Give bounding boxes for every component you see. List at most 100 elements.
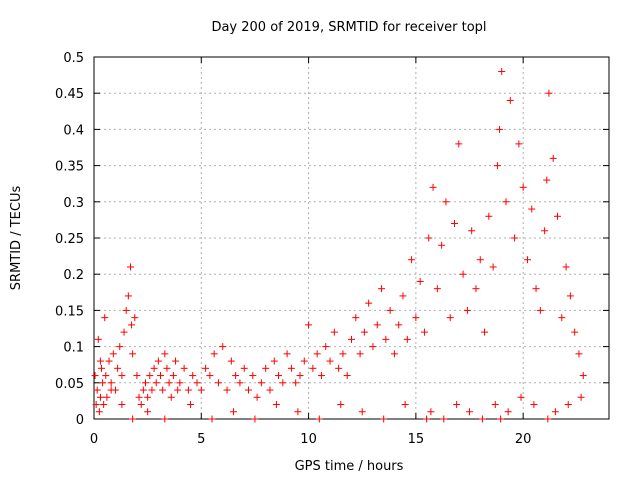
- data-point: [360, 328, 368, 336]
- data-point: [103, 393, 111, 401]
- data-point: [161, 415, 169, 423]
- data-point: [339, 350, 347, 358]
- data-point: [133, 372, 141, 380]
- chart-title: Day 200 of 2019, SRMTID for receiver top…: [211, 20, 486, 35]
- data-point: [129, 415, 137, 423]
- data-point: [309, 364, 317, 372]
- data-point: [240, 364, 248, 372]
- y-tick-label: 0.35: [55, 160, 84, 175]
- data-point: [433, 285, 441, 293]
- data-point: [506, 96, 514, 104]
- data-point: [159, 386, 167, 394]
- data-point: [545, 89, 553, 97]
- data-point: [266, 386, 274, 394]
- data-point: [102, 372, 110, 380]
- data-point: [356, 350, 364, 358]
- data-point: [135, 393, 143, 401]
- data-point: [489, 263, 497, 271]
- y-tick-label: 0.4: [63, 123, 84, 138]
- data-point: [180, 364, 188, 372]
- y-tick-label: 0.2: [63, 268, 84, 283]
- data-point: [530, 401, 538, 409]
- data-point: [245, 386, 252, 394]
- data-point: [317, 372, 325, 380]
- data-point: [369, 343, 377, 351]
- x-tick-label: 0: [90, 432, 98, 447]
- y-tick-label: 0.25: [55, 232, 84, 247]
- data-point: [91, 372, 99, 380]
- data-point: [408, 256, 416, 264]
- data-point: [511, 234, 519, 242]
- x-tick-label: 10: [300, 432, 317, 447]
- data-point: [279, 379, 287, 387]
- data-point: [485, 212, 493, 220]
- data-point: [463, 306, 471, 314]
- data-point: [146, 372, 154, 380]
- data-point: [107, 379, 115, 387]
- data-point: [105, 357, 113, 365]
- data-point: [466, 408, 474, 416]
- data-point: [157, 372, 165, 380]
- data-point: [300, 357, 308, 365]
- data-point: [438, 241, 446, 249]
- data-point: [423, 415, 431, 423]
- data-point: [453, 401, 461, 409]
- x-tick-label: 20: [515, 432, 532, 447]
- data-point: [348, 335, 355, 343]
- data-point: [343, 372, 351, 380]
- data-point: [382, 335, 390, 343]
- data-point: [386, 306, 394, 314]
- data-point: [493, 162, 501, 170]
- data-point: [481, 328, 489, 336]
- y-tick-label: 0.1: [63, 341, 84, 356]
- data-point: [193, 379, 201, 387]
- data-point: [272, 401, 280, 409]
- data-point: [148, 386, 156, 394]
- data-point: [403, 335, 411, 343]
- data-point: [365, 299, 373, 307]
- data-point: [577, 393, 585, 401]
- data-point: [154, 357, 162, 365]
- data-point: [322, 343, 330, 351]
- data-point: [275, 372, 283, 380]
- data-point: [554, 212, 561, 220]
- data-point: [187, 401, 195, 409]
- axis-ticks: 0 5 10 15 20 0 0.05 0.1 0.15 0.2 0.25 0.3 0.35 0.4 0.4…: [55, 51, 609, 447]
- data-point: [93, 386, 101, 394]
- data-point: [515, 140, 523, 148]
- data-point: [459, 270, 467, 278]
- data-point: [425, 234, 433, 242]
- data-point: [579, 372, 587, 380]
- data-point: [249, 372, 257, 380]
- data-point: [172, 357, 180, 365]
- data-point: [144, 408, 152, 416]
- data-point: [219, 343, 227, 351]
- data-point: [109, 350, 117, 358]
- data-point: [131, 314, 139, 322]
- data-point: [541, 227, 549, 235]
- data-point: [208, 415, 216, 423]
- data-point: [536, 306, 544, 314]
- data-point: [229, 408, 237, 416]
- data-point: [442, 198, 450, 206]
- data-point: [206, 372, 214, 380]
- data-point: [100, 401, 108, 409]
- data-point: [262, 364, 270, 372]
- data-point: [427, 408, 435, 416]
- data-point: [128, 321, 136, 329]
- data-point: [478, 415, 486, 423]
- data-point: [95, 408, 103, 416]
- data-point: [451, 220, 458, 228]
- data-point: [114, 364, 122, 372]
- data-point: [94, 335, 102, 343]
- data-point: [251, 415, 259, 423]
- data-point: [107, 386, 115, 394]
- x-axis-label: GPS time / hours: [295, 459, 404, 474]
- data-point: [165, 379, 173, 387]
- data-point: [99, 379, 107, 387]
- data-point: [315, 415, 323, 423]
- data-point: [118, 372, 126, 380]
- data-point: [92, 401, 100, 409]
- data-point: [142, 379, 149, 387]
